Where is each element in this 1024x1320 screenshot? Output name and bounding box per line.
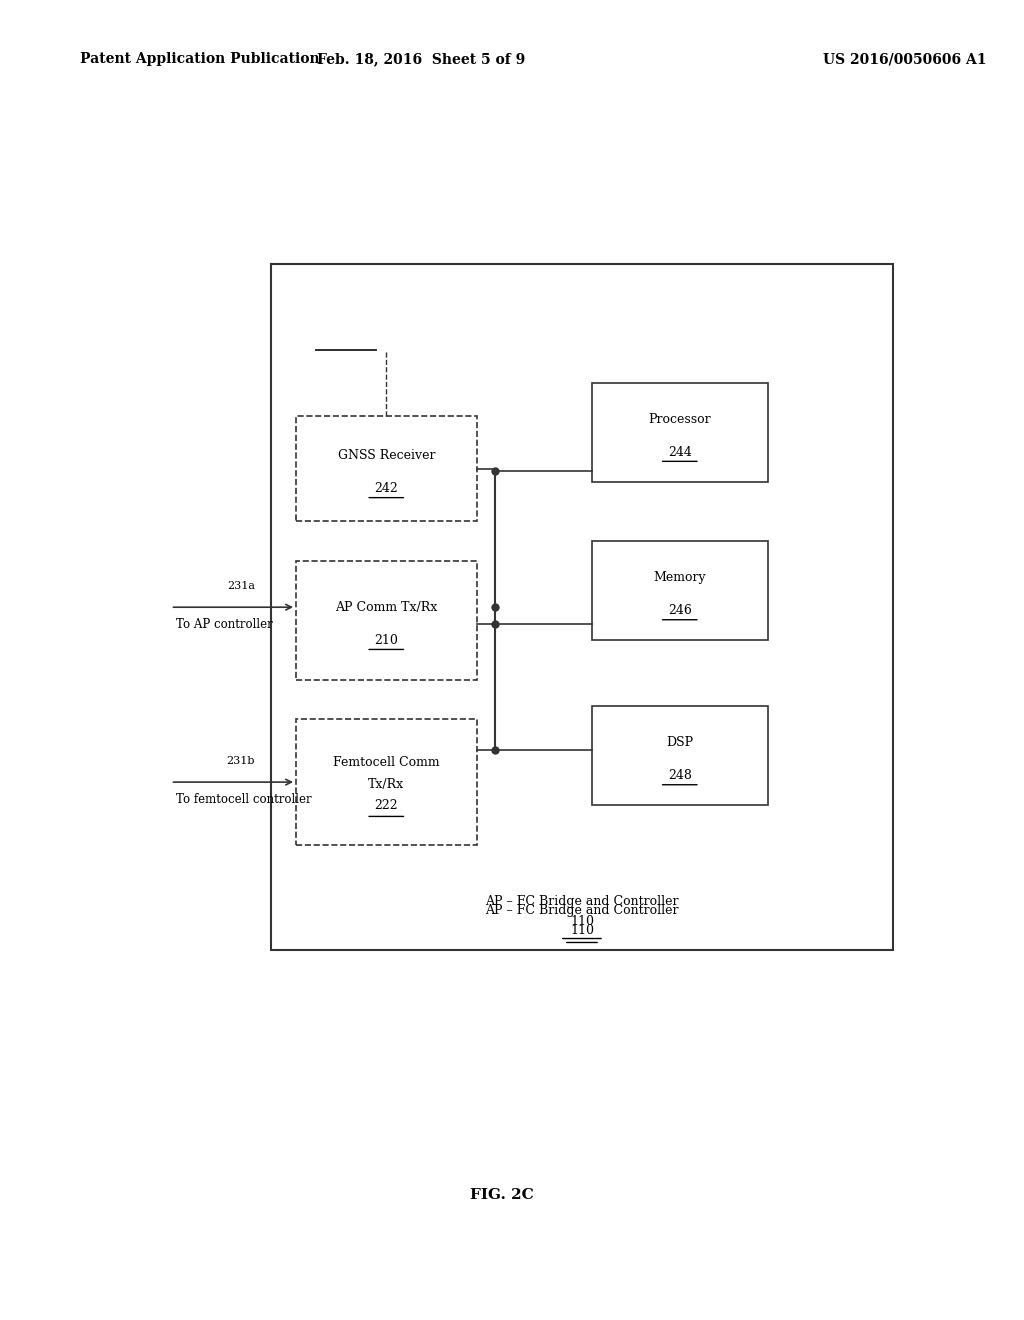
Text: To AP controller: To AP controller: [175, 618, 272, 631]
FancyBboxPatch shape: [592, 541, 768, 640]
Text: 110: 110: [570, 915, 594, 928]
Text: 210: 210: [375, 634, 398, 647]
Text: Feb. 18, 2016  Sheet 5 of 9: Feb. 18, 2016 Sheet 5 of 9: [317, 53, 525, 66]
Text: Tx/Rx: Tx/Rx: [369, 779, 404, 791]
Text: 248: 248: [668, 770, 691, 781]
FancyBboxPatch shape: [296, 416, 476, 521]
Text: US 2016/0050606 A1: US 2016/0050606 A1: [822, 53, 986, 66]
Text: 110: 110: [570, 924, 594, 937]
FancyBboxPatch shape: [592, 383, 768, 482]
Text: 242: 242: [375, 482, 398, 495]
Text: To femtocell controller: To femtocell controller: [175, 792, 311, 805]
Text: 231a: 231a: [226, 581, 255, 591]
Text: Memory: Memory: [653, 572, 707, 583]
Text: FIG. 2C: FIG. 2C: [470, 1188, 534, 1201]
Text: AP Comm Tx/Rx: AP Comm Tx/Rx: [335, 601, 437, 614]
Text: AP – FC Bridge and Controller: AP – FC Bridge and Controller: [485, 895, 679, 908]
Text: 246: 246: [668, 605, 691, 616]
Text: Patent Application Publication: Patent Application Publication: [80, 53, 319, 66]
Text: 244: 244: [668, 446, 691, 458]
Text: GNSS Receiver: GNSS Receiver: [338, 449, 435, 462]
FancyBboxPatch shape: [296, 561, 476, 680]
FancyBboxPatch shape: [271, 264, 893, 950]
Text: 231b: 231b: [226, 756, 255, 766]
Text: Processor: Processor: [648, 413, 711, 425]
Text: Femtocell Comm: Femtocell Comm: [333, 756, 439, 768]
Text: DSP: DSP: [667, 737, 693, 748]
FancyBboxPatch shape: [296, 719, 476, 845]
Text: AP – FC Bridge and Controller: AP – FC Bridge and Controller: [485, 904, 679, 917]
Text: 222: 222: [375, 800, 398, 812]
FancyBboxPatch shape: [592, 706, 768, 805]
